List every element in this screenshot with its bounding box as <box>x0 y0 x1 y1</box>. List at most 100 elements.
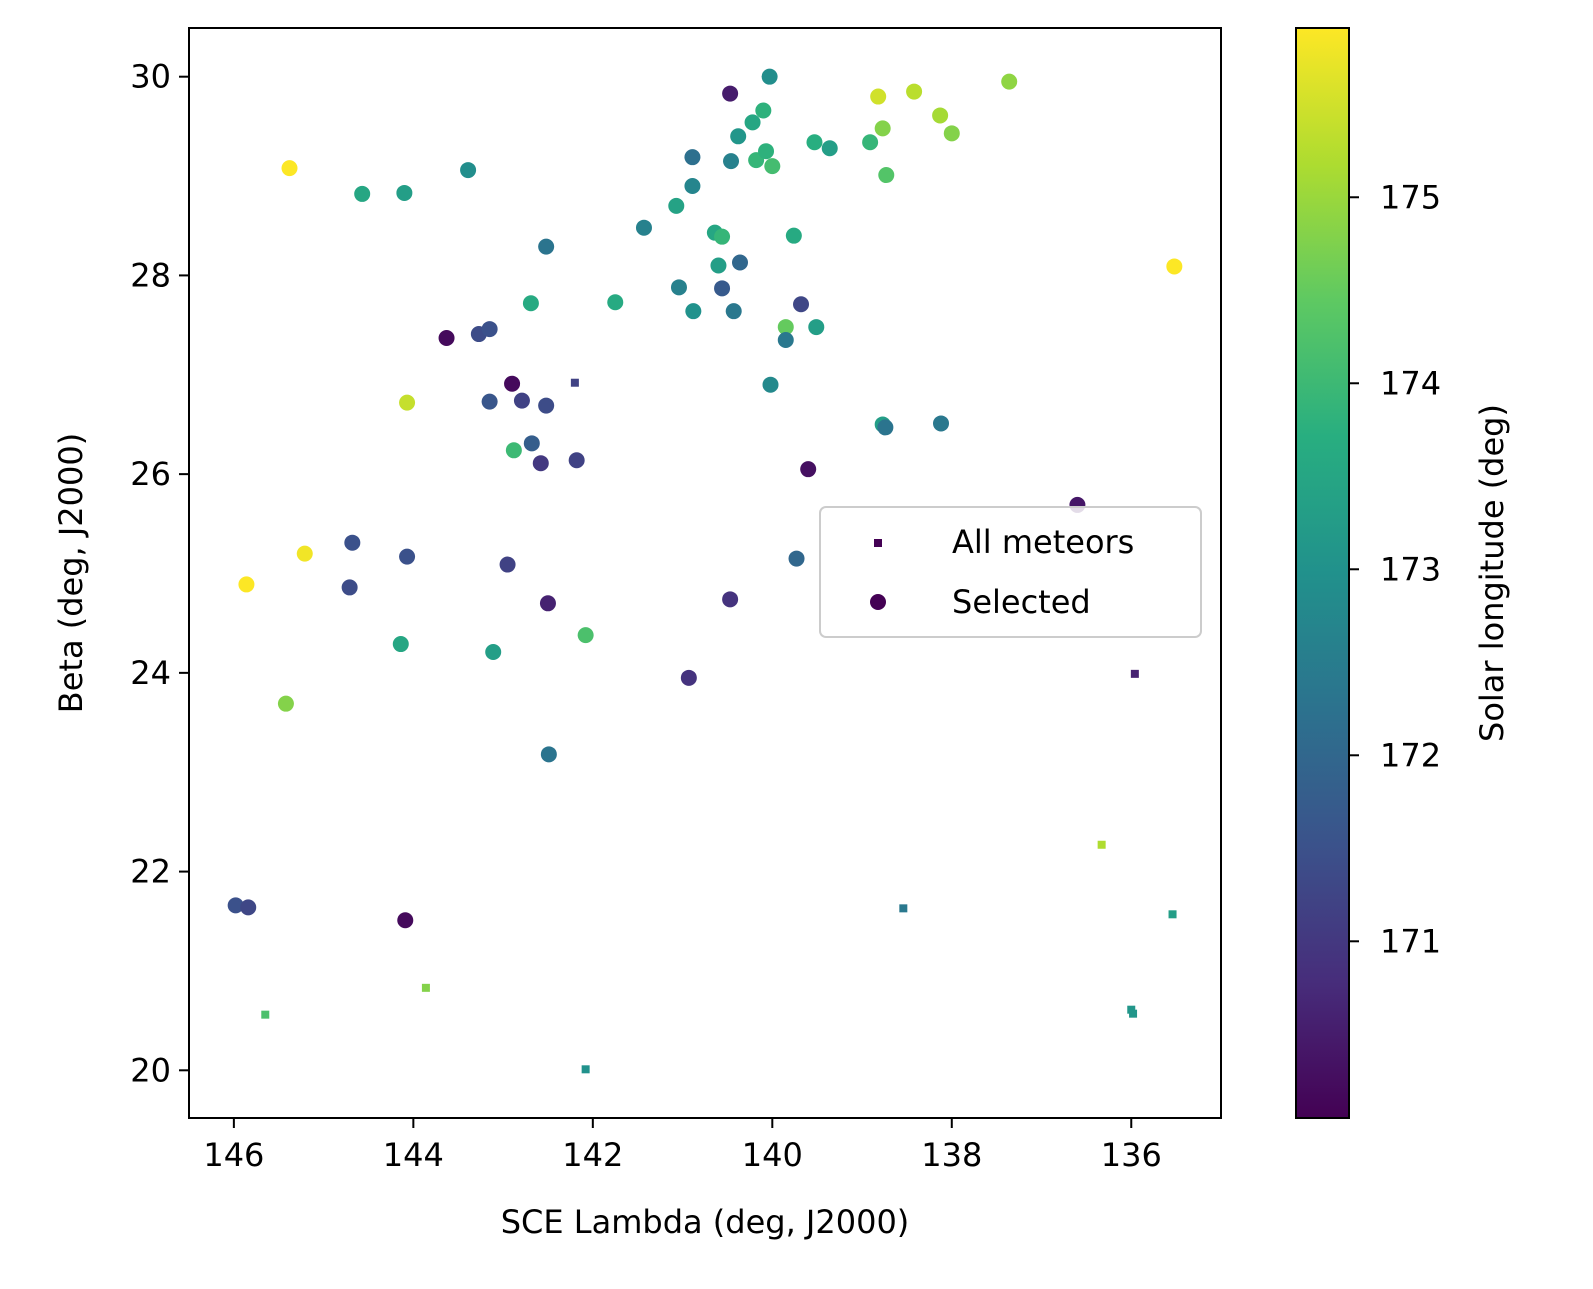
selected-point <box>870 88 887 105</box>
selected-point <box>607 294 624 311</box>
selected-point <box>762 376 779 393</box>
x-tick-label: 144 <box>383 1136 444 1174</box>
selected-point <box>504 375 521 392</box>
selected-point <box>731 254 748 271</box>
selected-point <box>777 319 794 336</box>
selected-point <box>397 912 414 929</box>
colorbar-tick-label: 173 <box>1380 550 1441 588</box>
selected-point <box>808 319 825 336</box>
selected-point <box>539 595 556 612</box>
all-meteors-point <box>570 378 579 387</box>
selected-point <box>227 897 244 914</box>
selected-point <box>1001 73 1018 90</box>
selected-point <box>399 394 416 411</box>
colorbar <box>1295 27 1350 1119</box>
selected-point <box>538 397 555 414</box>
x-axis-label: SCE Lambda (deg, J2000) <box>501 1203 910 1241</box>
selected-point <box>878 167 895 184</box>
selected-point <box>485 643 502 660</box>
plot-marks <box>227 68 1183 1074</box>
legend-label-selected: Selected <box>952 583 1091 621</box>
y-axis-ticks: 20 22 24 26 28 30 <box>130 58 189 1089</box>
all-meteors-point <box>421 983 430 992</box>
selected-point <box>1166 258 1183 275</box>
selected-point <box>668 197 685 214</box>
legend-box <box>819 506 1202 638</box>
selected-point <box>532 455 549 472</box>
selected-point <box>684 149 701 166</box>
selected-point <box>722 591 739 608</box>
selected-point <box>755 102 772 119</box>
selected-point <box>943 125 960 142</box>
selected-point <box>399 548 416 565</box>
selected-point <box>538 238 555 255</box>
selected-point <box>240 899 257 916</box>
colorbar-tick-label: 175 <box>1380 178 1441 216</box>
colorbar-ticks: 171 172 173 174 175 <box>1349 178 1441 960</box>
colorbar-label: Solar longitude (deg) <box>1473 404 1511 742</box>
selected-point <box>714 228 731 245</box>
selected-point <box>806 134 823 151</box>
selected-point <box>685 303 702 320</box>
selected-point <box>723 153 740 170</box>
selected-point <box>788 550 805 567</box>
x-tick-label: 140 <box>742 1136 803 1174</box>
selected-point <box>744 114 761 131</box>
all-meteors-point <box>899 904 908 913</box>
selected-point <box>392 636 409 653</box>
x-tick-label: 136 <box>1101 1136 1162 1174</box>
selected-point <box>568 452 585 469</box>
all-meteors-point <box>581 1065 590 1074</box>
selected-point <box>764 158 781 175</box>
selected-point <box>722 85 739 102</box>
selected-point <box>877 419 894 436</box>
selected-point <box>785 227 802 244</box>
selected-point <box>281 160 298 177</box>
x-tick-label: 142 <box>562 1136 623 1174</box>
selected-point <box>296 545 313 562</box>
selected-point <box>725 303 742 320</box>
selected-point <box>635 219 652 236</box>
selected-point <box>758 143 775 160</box>
selected-point <box>821 140 838 157</box>
y-tick-label: 20 <box>130 1051 171 1089</box>
selected-point <box>800 461 817 478</box>
y-tick-label: 28 <box>130 256 171 294</box>
selected-point <box>499 556 516 573</box>
selected-point <box>396 184 413 201</box>
selected-point <box>481 321 498 338</box>
selected-point <box>523 435 540 452</box>
selected-point <box>238 576 255 593</box>
legend: All meteors Selected <box>819 506 1202 638</box>
legend-marker-selected <box>870 594 886 610</box>
selected-point <box>522 295 539 312</box>
selected-point <box>344 534 361 551</box>
selected-point <box>932 107 949 124</box>
selected-point <box>277 695 294 712</box>
selected-point <box>505 442 522 459</box>
selected-point <box>761 68 778 85</box>
x-tick-label: 146 <box>203 1136 264 1174</box>
selected-point <box>933 415 950 432</box>
selected-point <box>481 393 498 410</box>
selected-point <box>684 177 701 194</box>
selected-point <box>906 83 923 100</box>
x-tick-label: 138 <box>921 1136 982 1174</box>
selected-point <box>513 392 530 409</box>
selected-point <box>354 185 371 202</box>
all-meteors-point <box>261 1010 270 1019</box>
selected-point <box>670 279 687 296</box>
y-tick-label: 26 <box>130 455 171 493</box>
selected-point <box>793 296 810 313</box>
all-meteors-point <box>1168 910 1177 919</box>
selected-point <box>874 120 891 137</box>
selected-point <box>862 134 879 151</box>
y-axis-label: Beta (deg, J2000) <box>52 433 90 713</box>
colorbar-tick-label: 171 <box>1380 922 1441 960</box>
x-axis-ticks: 146 144 142 140 138 136 <box>203 1118 1162 1174</box>
selected-point <box>438 330 455 347</box>
axes-frame <box>188 27 1222 1119</box>
colorbar-tick-label: 172 <box>1380 736 1441 774</box>
selected-point <box>710 257 727 274</box>
